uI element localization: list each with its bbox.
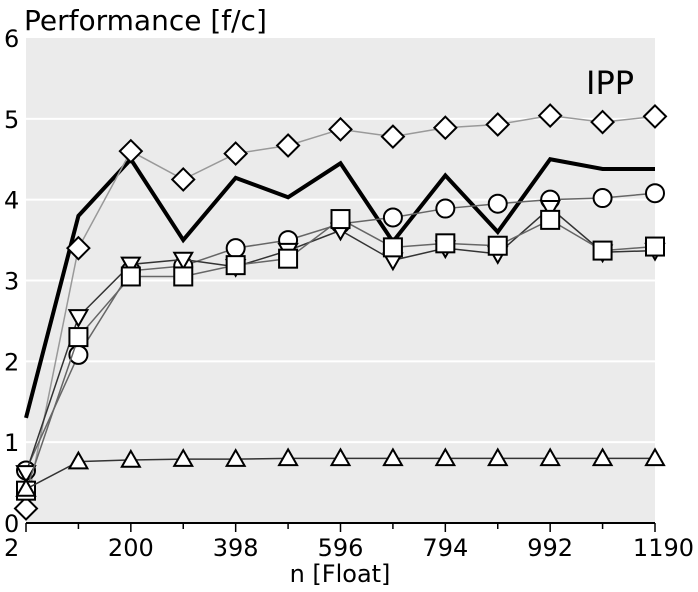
- x-tick-label-398: 398: [213, 534, 259, 562]
- series-4-point-398: [225, 255, 246, 276]
- series-1-point-695: [380, 124, 406, 150]
- series-5-point-497: [277, 447, 299, 467]
- series-4-point-695: [382, 237, 403, 258]
- series-2-point-1091: [592, 188, 613, 209]
- series-4-point-1190: [645, 236, 665, 257]
- series-1-point-1190: [642, 103, 668, 129]
- series-3-point-299: [172, 251, 194, 271]
- series-4-point-200: [120, 266, 141, 287]
- series-4-point-992: [540, 209, 561, 230]
- axes: [25, 522, 656, 532]
- tick-labels: 2 200 398 596 794 992 1190 0 1 2 3 4 5 6: [4, 25, 694, 562]
- series-3-point-101: [67, 309, 90, 328]
- series-4-square: [16, 209, 665, 501]
- series-5-point-101: [67, 450, 90, 470]
- series-5-point-1091: [591, 447, 614, 467]
- series-5-point-596: [329, 447, 352, 467]
- x-tick-label-992: 992: [527, 534, 573, 562]
- y-tick-label-1: 1: [4, 429, 19, 457]
- series-2-point-1190: [645, 183, 665, 204]
- series-4-point-1091: [592, 240, 613, 261]
- series-1-point-992: [537, 103, 563, 129]
- series-3-point-992: [539, 200, 561, 219]
- series-4-point-596: [330, 209, 351, 230]
- series-5-point-398: [224, 448, 247, 467]
- series-2-point-794: [435, 198, 456, 219]
- series-3-point-2: [15, 465, 37, 484]
- x-tick-label-596: 596: [318, 534, 364, 562]
- y-tick-label-4: 4: [4, 187, 19, 215]
- x-tick-label-1190: 1190: [633, 534, 694, 562]
- series-1-point-299: [170, 167, 196, 192]
- series-5-point-1190: [644, 447, 666, 467]
- x-tick-label-2: 2: [4, 534, 19, 562]
- ipp-annotation: IPP: [586, 64, 634, 102]
- series-1-point-893: [485, 112, 511, 137]
- series-5-point-695: [382, 447, 404, 467]
- series-3-point-200: [120, 256, 142, 276]
- series-5-point-794: [434, 447, 457, 467]
- y-tick-label-6: 6: [4, 25, 19, 53]
- x-tick-label-200: 200: [108, 534, 154, 562]
- series-5-point-2: [15, 478, 37, 497]
- series-5-point-200: [120, 448, 142, 468]
- series-1-point-200: [118, 138, 144, 164]
- series-4-point-893: [487, 235, 508, 256]
- series-1-point-2: [13, 496, 39, 521]
- series-2-point-893: [487, 193, 508, 214]
- series-5-point-992: [539, 447, 561, 467]
- y-tick-label-0: 0: [4, 510, 19, 538]
- series-layer: [13, 103, 668, 521]
- series-1-diamond: [13, 103, 668, 521]
- chart-title: Performance [f/c]: [24, 4, 267, 37]
- series-2-point-398: [225, 238, 246, 259]
- series-4-point-299: [173, 266, 194, 287]
- series-1-point-497: [275, 133, 301, 158]
- series-2-point-695: [382, 207, 403, 228]
- x-axis-label: n [Float]: [290, 560, 391, 588]
- y-tick-label-5: 5: [4, 106, 19, 134]
- series-4-point-794: [435, 233, 456, 254]
- series-4-point-497: [278, 248, 299, 269]
- series-1-point-398: [223, 141, 249, 167]
- y-tick-label-3: 3: [4, 268, 19, 296]
- x-tick-label-794: 794: [422, 534, 468, 562]
- series-4-point-101: [68, 327, 89, 348]
- series-1-point-794: [432, 115, 458, 141]
- series-1-point-101: [66, 235, 91, 261]
- series-1-point-596: [328, 116, 353, 142]
- series-5-point-893: [487, 447, 509, 467]
- series-1-point-1091: [590, 109, 615, 135]
- series-5-point-299: [172, 448, 194, 467]
- series-5-triangle-up: [15, 447, 666, 497]
- y-tick-label-2: 2: [4, 348, 19, 376]
